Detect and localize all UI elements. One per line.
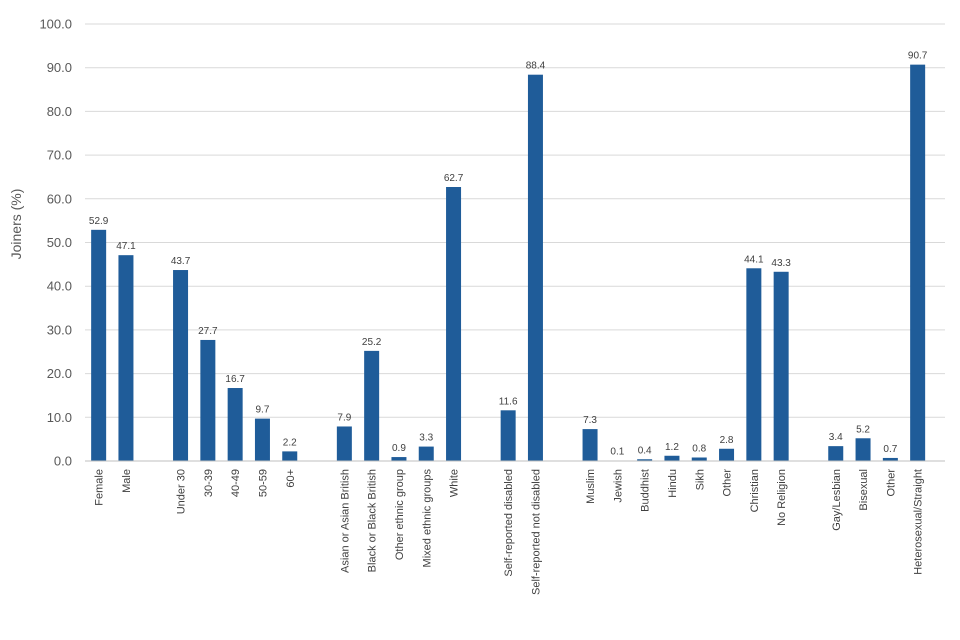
bar-value-label: 0.9	[392, 443, 406, 454]
bar	[855, 438, 871, 461]
bar	[254, 418, 270, 461]
bar-value-label: 27.7	[198, 326, 218, 337]
bar-value-label: 25.2	[362, 337, 382, 348]
category-label: Asian or Asian British	[339, 469, 351, 573]
bar	[500, 410, 516, 461]
category-label: 30-39	[203, 469, 215, 497]
category-label: Jewish	[612, 469, 624, 503]
category-label: Other	[722, 469, 734, 497]
bar-value-label: 62.7	[444, 173, 464, 184]
bar-value-label: 16.7	[225, 374, 245, 385]
y-tick-label: 50.0	[47, 235, 72, 250]
category-label: Buddhist	[640, 469, 652, 512]
category-labels: Female Male Under 30 30-39 40-49 50-59 60+ Asia…	[94, 469, 925, 595]
bar-value-label: 3.3	[419, 433, 433, 444]
bar	[828, 446, 844, 461]
bar	[691, 457, 707, 461]
y-axis-ticks: 0.0 10.0 20.0 30.0 40.0 50.0 60.0 70.0 80.0 90.0 1…	[39, 17, 72, 469]
category-label: 60+	[285, 469, 297, 488]
bar	[637, 459, 653, 461]
category-label: Bisexual	[858, 469, 870, 511]
bar	[773, 271, 789, 461]
bar	[527, 74, 543, 461]
category-label: White	[449, 469, 461, 497]
category-label: Other	[885, 469, 897, 497]
bar-value-label: 1.2	[665, 442, 679, 453]
category-label: Sikh	[694, 469, 706, 490]
category-label: Under 30	[176, 469, 188, 514]
bar-value-label: 88.4	[526, 61, 546, 72]
bar-value-label: 7.9	[337, 412, 351, 423]
category-label: Hindu	[667, 469, 679, 498]
y-tick-label: 30.0	[47, 322, 72, 337]
bar	[582, 429, 598, 461]
bar-value-label: 90.7	[908, 51, 928, 62]
y-tick-label: 70.0	[47, 148, 72, 163]
y-tick-label: 10.0	[47, 410, 72, 425]
y-tick-label: 20.0	[47, 366, 72, 381]
bar-value-label: 43.7	[171, 256, 191, 267]
bar	[446, 187, 462, 461]
gridlines	[85, 23, 945, 418]
y-axis-title: Joiners (%)	[8, 189, 24, 260]
y-tick-label: 0.0	[54, 454, 72, 469]
y-tick-label: 80.0	[47, 104, 72, 119]
bar	[418, 446, 434, 461]
category-label: Gay/Lesbian	[831, 469, 843, 531]
y-tick-label: 60.0	[47, 191, 72, 206]
category-label: Heterosexual/Straight	[913, 469, 925, 575]
category-label: Self-reported not disabled	[530, 469, 542, 595]
bar	[910, 64, 926, 462]
bar	[664, 455, 680, 461]
category-label: Black or Black British	[367, 469, 379, 572]
bar	[746, 268, 762, 461]
bar-value-label: 52.9	[89, 216, 109, 227]
bar-value-label: 5.2	[856, 424, 870, 435]
bar-value-label: 0.7	[883, 444, 897, 455]
bar-value-label: 0.4	[638, 445, 652, 456]
bar	[200, 339, 216, 461]
bar	[227, 388, 243, 461]
category-label: Self-reported disabled	[503, 469, 515, 577]
bar	[282, 451, 298, 461]
category-label: Mixed ethnic groups	[421, 469, 433, 568]
bar-value-label: 47.1	[116, 241, 136, 252]
bar-value-label: 0.8	[692, 444, 706, 455]
data-labels: 52.9 47.1 43.7 27.7 16.7 9.7 2.2 7.9 25.2 0.9 3.3 6…	[89, 51, 928, 458]
bar	[882, 457, 898, 461]
bar-value-label: 44.1	[744, 254, 764, 265]
bar	[719, 448, 735, 461]
bar	[173, 270, 189, 461]
bar	[336, 426, 352, 461]
category-label: Muslim	[585, 469, 597, 504]
category-label: Male	[121, 469, 133, 493]
bar	[364, 350, 380, 461]
bars	[91, 64, 926, 462]
category-label: Christian	[749, 469, 761, 512]
bar	[91, 229, 107, 461]
category-label: No Religion	[776, 469, 788, 526]
y-tick-label: 40.0	[47, 279, 72, 294]
category-label: 50-59	[257, 469, 269, 497]
bar-value-label: 9.7	[255, 405, 269, 416]
bar-value-label: 43.3	[771, 258, 791, 269]
bar-value-label: 0.1	[610, 447, 624, 458]
bar-value-label: 3.4	[829, 432, 843, 443]
category-label: Other ethnic group	[394, 469, 406, 560]
category-label: Female	[94, 469, 106, 506]
y-tick-label: 100.0	[39, 17, 72, 32]
bar	[391, 457, 407, 461]
y-tick-label: 90.0	[47, 60, 72, 75]
bar	[118, 255, 134, 461]
bar-value-label: 7.3	[583, 415, 597, 426]
bar-value-label: 11.6	[499, 396, 518, 407]
category-label: 40-49	[230, 469, 242, 497]
bar-value-label: 2.8	[720, 435, 734, 446]
bar-value-label: 2.2	[283, 437, 297, 448]
